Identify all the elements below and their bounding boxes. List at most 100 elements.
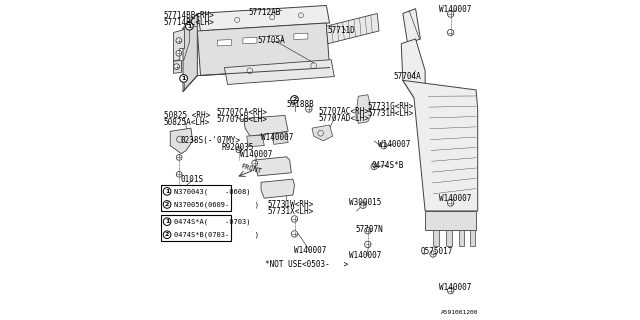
Text: 0474S*B: 0474S*B xyxy=(372,161,404,170)
Circle shape xyxy=(381,142,387,149)
Text: W140007: W140007 xyxy=(378,140,410,148)
Text: 57731G<RH>: 57731G<RH> xyxy=(367,102,413,111)
Text: 57712AB: 57712AB xyxy=(248,8,281,17)
Polygon shape xyxy=(446,230,452,246)
Text: A591001200: A591001200 xyxy=(441,309,479,315)
Text: 57714BB<RH>: 57714BB<RH> xyxy=(164,11,215,20)
Circle shape xyxy=(163,201,171,208)
Text: 0474S*A(    -0703): 0474S*A( -0703) xyxy=(174,219,251,225)
Polygon shape xyxy=(425,211,476,230)
Polygon shape xyxy=(244,116,288,136)
Text: W140007: W140007 xyxy=(294,246,326,255)
Polygon shape xyxy=(218,40,232,46)
Circle shape xyxy=(306,106,312,112)
Text: FRONT: FRONT xyxy=(241,163,262,174)
Text: 57707CA<RH>: 57707CA<RH> xyxy=(216,108,268,117)
Text: 2: 2 xyxy=(165,232,169,237)
Text: *NOT USE<0503-   >: *NOT USE<0503- > xyxy=(265,260,348,269)
Text: 0474S*B(0703-      ): 0474S*B(0703- ) xyxy=(174,231,259,238)
Circle shape xyxy=(163,231,171,238)
Circle shape xyxy=(176,38,182,44)
Polygon shape xyxy=(312,125,333,141)
Circle shape xyxy=(365,241,371,248)
Circle shape xyxy=(447,11,454,17)
Circle shape xyxy=(447,287,454,294)
Polygon shape xyxy=(272,132,288,144)
Circle shape xyxy=(163,218,171,226)
Polygon shape xyxy=(246,135,264,147)
Circle shape xyxy=(176,172,182,177)
Text: 1: 1 xyxy=(187,24,191,29)
Text: 2: 2 xyxy=(292,97,297,102)
Text: W140007: W140007 xyxy=(438,283,471,292)
Text: 57731X<LH>: 57731X<LH> xyxy=(268,207,314,216)
Text: 59188B: 59188B xyxy=(287,100,314,109)
Circle shape xyxy=(176,155,182,160)
Polygon shape xyxy=(255,157,291,176)
Text: 50825A<LH>: 50825A<LH> xyxy=(164,118,210,127)
Text: W140007: W140007 xyxy=(438,194,471,204)
Circle shape xyxy=(291,231,298,237)
Text: 57711D: 57711D xyxy=(328,26,355,35)
Text: Q575017: Q575017 xyxy=(420,247,452,256)
Text: 57714BC<LH>: 57714BC<LH> xyxy=(164,18,215,27)
Text: 57705A: 57705A xyxy=(258,36,285,45)
Polygon shape xyxy=(170,128,193,154)
Circle shape xyxy=(365,228,371,234)
Polygon shape xyxy=(197,23,330,76)
Polygon shape xyxy=(459,230,465,246)
Text: 57731W<RH>: 57731W<RH> xyxy=(268,200,314,209)
Text: 57707AC<RH>: 57707AC<RH> xyxy=(318,107,369,116)
Polygon shape xyxy=(294,33,308,40)
Circle shape xyxy=(180,75,188,82)
Polygon shape xyxy=(403,9,420,44)
Text: 57707CB<LH>: 57707CB<LH> xyxy=(216,115,268,124)
Text: 57704A: 57704A xyxy=(394,72,421,81)
Text: 2: 2 xyxy=(165,202,169,207)
Text: W300015: W300015 xyxy=(349,197,381,206)
Polygon shape xyxy=(470,230,476,246)
Polygon shape xyxy=(356,95,371,123)
Circle shape xyxy=(430,251,436,257)
Bar xyxy=(161,185,232,211)
Circle shape xyxy=(236,147,242,153)
Text: W140007: W140007 xyxy=(240,150,272,159)
Circle shape xyxy=(176,187,182,193)
Circle shape xyxy=(173,64,179,69)
Circle shape xyxy=(252,160,257,166)
Polygon shape xyxy=(225,60,334,84)
Circle shape xyxy=(176,50,182,56)
Polygon shape xyxy=(183,13,197,92)
Circle shape xyxy=(291,96,298,103)
Text: 0101S: 0101S xyxy=(180,175,204,184)
Circle shape xyxy=(163,188,171,195)
Polygon shape xyxy=(197,5,330,31)
Circle shape xyxy=(447,200,454,206)
Text: 57707AD<LH>: 57707AD<LH> xyxy=(318,114,369,124)
Bar xyxy=(161,215,232,241)
Polygon shape xyxy=(268,35,282,42)
Text: N370056(0609-      ): N370056(0609- ) xyxy=(174,201,259,208)
Text: R920035: R920035 xyxy=(221,143,253,152)
Text: W140007: W140007 xyxy=(261,132,293,141)
Text: 57731H<LH>: 57731H<LH> xyxy=(367,109,413,118)
Polygon shape xyxy=(326,13,379,44)
Polygon shape xyxy=(261,179,294,198)
Circle shape xyxy=(291,216,298,222)
Circle shape xyxy=(360,202,366,208)
Polygon shape xyxy=(403,80,477,211)
Circle shape xyxy=(186,22,193,30)
Circle shape xyxy=(371,163,378,170)
Text: W140007: W140007 xyxy=(349,251,381,260)
Text: N370043(    -0608): N370043( -0608) xyxy=(174,188,251,195)
Text: 0238S(-'07MY>: 0238S(-'07MY> xyxy=(180,136,241,145)
Text: 57707N: 57707N xyxy=(356,225,383,234)
Polygon shape xyxy=(173,29,184,61)
Polygon shape xyxy=(173,60,181,73)
Text: 1: 1 xyxy=(165,189,169,194)
Polygon shape xyxy=(401,39,425,98)
Text: 1: 1 xyxy=(165,219,169,224)
Circle shape xyxy=(447,29,454,36)
Text: W140007: W140007 xyxy=(439,5,472,14)
Text: 50825 <RH>: 50825 <RH> xyxy=(164,111,210,120)
